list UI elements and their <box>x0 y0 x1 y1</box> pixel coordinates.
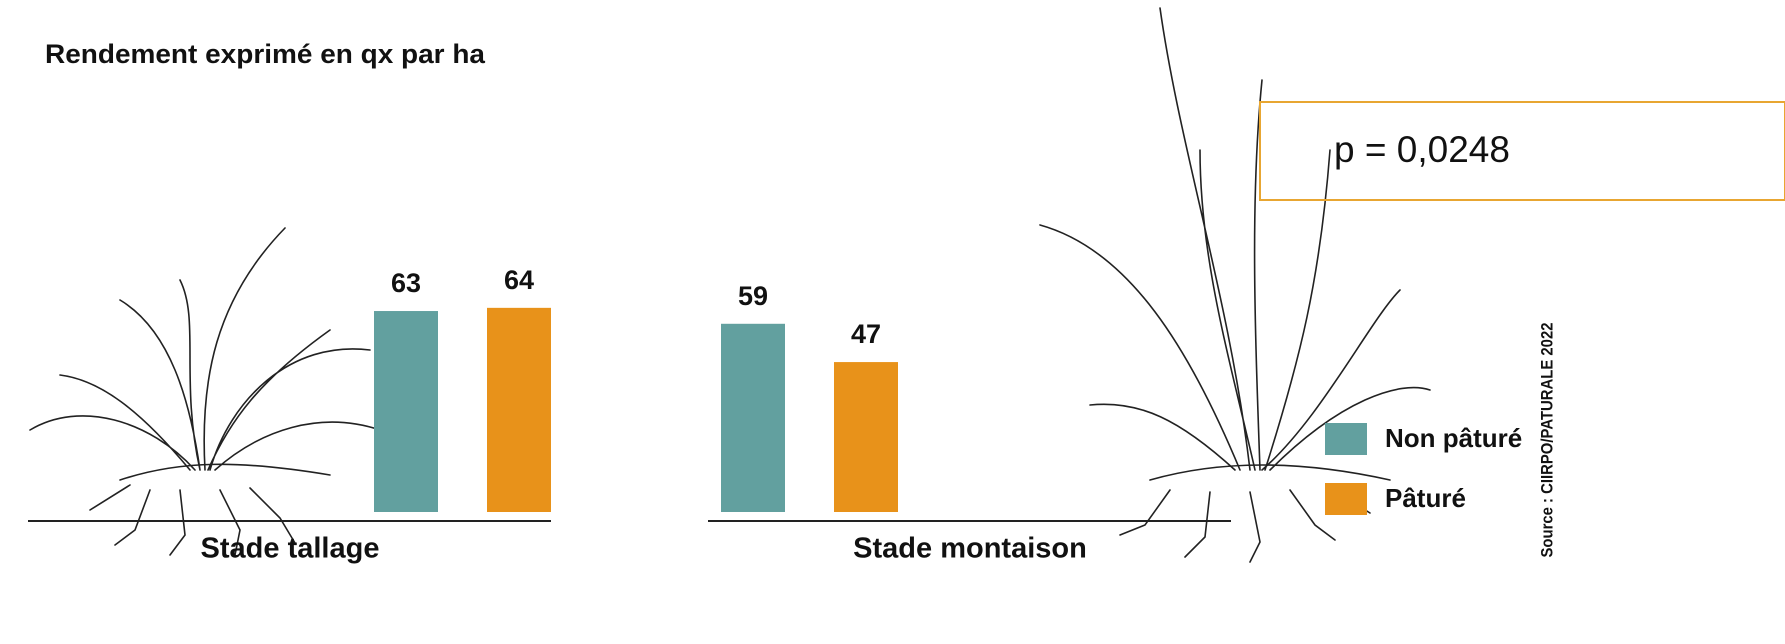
chart-title: Rendement exprimé en qx par ha <box>45 39 486 69</box>
legend-swatch <box>1325 483 1367 515</box>
value-label: 64 <box>504 265 534 295</box>
bar <box>834 362 898 512</box>
plant-illustration-montaison <box>1039 7 1431 563</box>
legend-label: Pâturé <box>1385 483 1466 513</box>
bar <box>721 323 785 512</box>
annotation-box <box>1259 101 1785 201</box>
value-label: 59 <box>738 281 768 311</box>
value-label: 47 <box>851 319 881 349</box>
bar <box>374 311 438 512</box>
annotation: p = 0,0248 <box>1334 129 1510 170</box>
legend-label: Non pâturé <box>1385 423 1522 453</box>
legend-swatch <box>1325 423 1367 455</box>
bar <box>487 307 551 512</box>
source: Source : CIIRPO/PATURALE 2022 <box>1537 323 1556 558</box>
category-label: Stade tallage <box>201 533 380 565</box>
category-label: Stade montaison <box>853 533 1087 565</box>
plant-illustration-tallage <box>29 227 381 556</box>
value-label: 63 <box>391 268 421 298</box>
